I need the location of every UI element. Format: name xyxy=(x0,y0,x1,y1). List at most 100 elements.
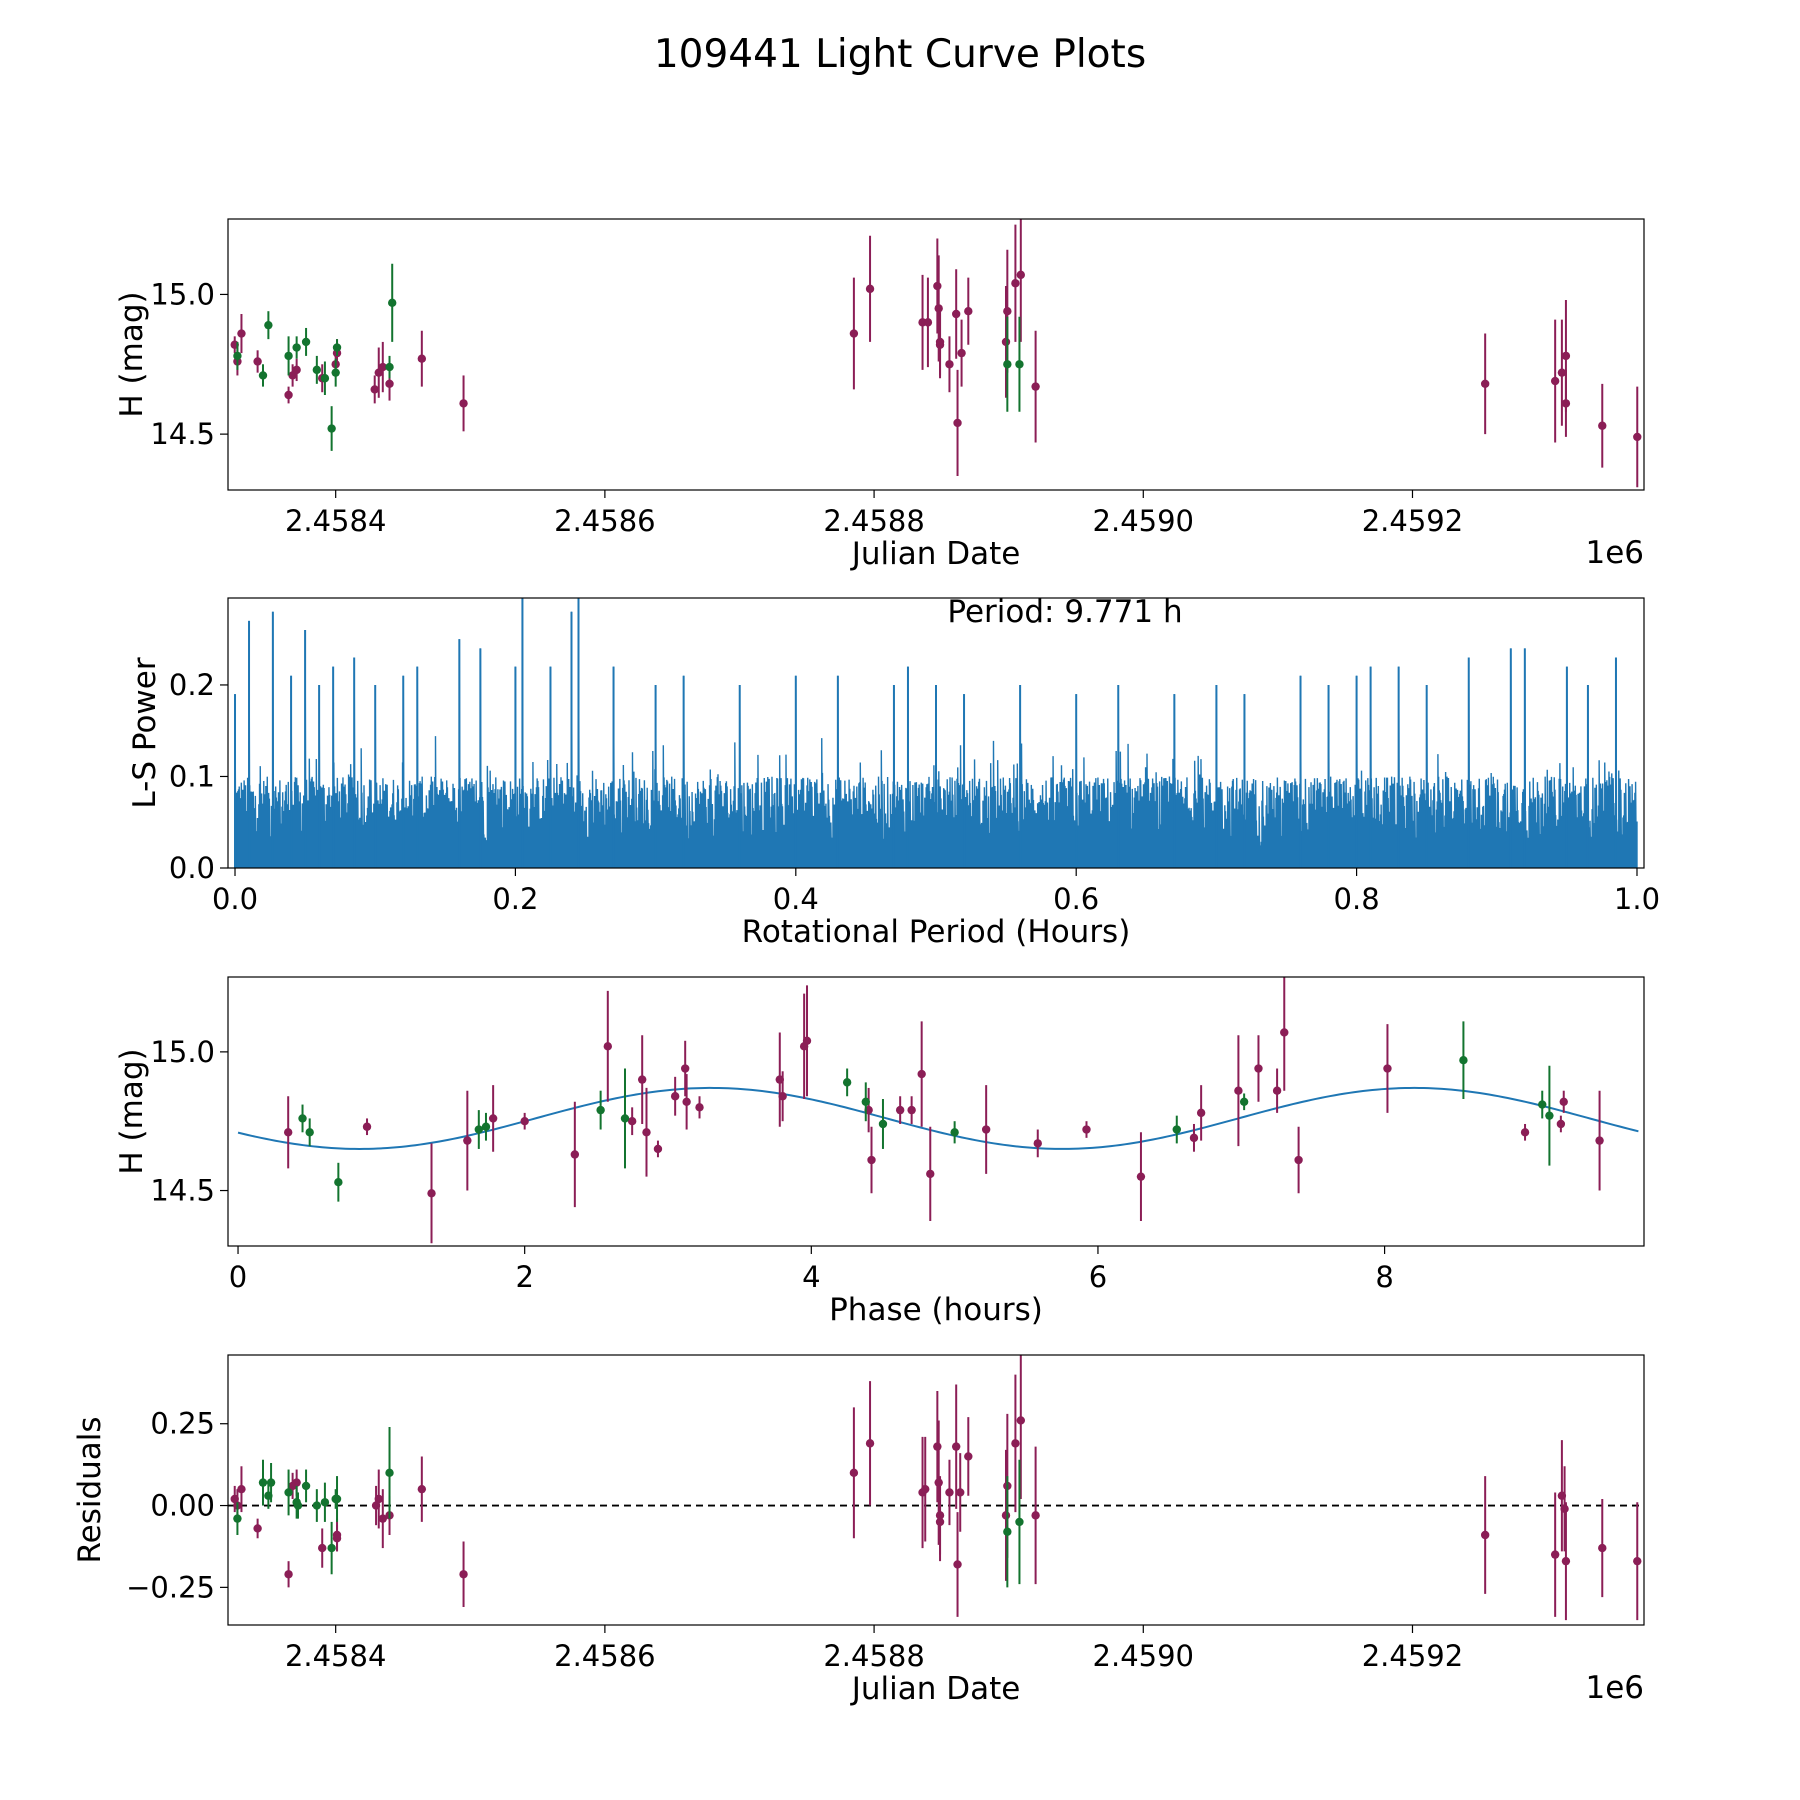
data-point xyxy=(1272,1086,1282,1095)
x-tick-label: 8 xyxy=(1375,1260,1393,1294)
x-tick-label: 0.6 xyxy=(1053,882,1099,916)
data-point xyxy=(1015,360,1024,369)
data-point xyxy=(953,1560,962,1569)
x-tick-label: 2.4584 xyxy=(285,504,386,538)
fit-curve xyxy=(237,1086,1639,1150)
x-tick-label: 2.4584 xyxy=(285,1639,386,1673)
data-point xyxy=(695,1103,704,1112)
data-point xyxy=(284,1570,293,1579)
y-tick-label: −0.25 xyxy=(126,1570,215,1604)
data-point xyxy=(417,1484,427,1494)
data-point xyxy=(934,304,943,313)
x-axis-label: Rotational Period (Hours) xyxy=(742,914,1131,950)
data-point xyxy=(680,1064,690,1073)
x-tick-label: 2.4590 xyxy=(1093,504,1194,538)
data-point xyxy=(1254,1064,1263,1073)
data-layer xyxy=(230,219,1642,488)
data-point xyxy=(318,1543,327,1553)
y-tick-label: 0.0 xyxy=(169,851,215,885)
data-point xyxy=(1550,1550,1560,1559)
y-tick-label: 0.2 xyxy=(169,668,215,702)
data-point xyxy=(1560,1504,1569,1514)
data-point xyxy=(849,329,859,338)
data-point xyxy=(459,399,468,408)
data-point xyxy=(865,284,875,294)
data-point xyxy=(1011,279,1020,288)
data-point xyxy=(253,357,262,366)
x-tick-label: 0.4 xyxy=(773,882,819,916)
data-point xyxy=(1557,368,1567,377)
data-point xyxy=(385,362,394,372)
light-curve-panel: 2.4584 2.4586 2.4588 2.4590 2.4592 14.5 15.0 Ju… xyxy=(114,218,1645,572)
data-point xyxy=(301,1481,311,1491)
x-tick-label: 6 xyxy=(1089,1260,1107,1294)
data-point xyxy=(312,365,322,375)
data-point xyxy=(331,368,340,377)
y-tick-label: 15.0 xyxy=(150,1035,215,1069)
data-point xyxy=(301,337,311,347)
data-point xyxy=(283,1128,293,1137)
data-point xyxy=(1033,1139,1042,1148)
periodogram-panel: 0.0 0.2 0.4 0.6 0.8 1.0 0.0 0.1 0.2 Rotational Pe… xyxy=(127,594,1660,950)
data-point xyxy=(670,1092,680,1101)
x-tick-label: 2.4588 xyxy=(823,504,924,538)
data-point xyxy=(1556,1119,1566,1129)
y-axis-label: Residuals xyxy=(72,1416,108,1563)
data-point xyxy=(1561,351,1571,361)
data-point xyxy=(1136,1172,1146,1181)
data-point xyxy=(1082,1125,1091,1134)
data-point xyxy=(1172,1125,1181,1134)
data-point xyxy=(1633,1556,1642,1566)
data-point xyxy=(1016,270,1025,280)
x-tick-label: 0 xyxy=(229,1260,247,1294)
data-point xyxy=(481,1122,491,1131)
data-point xyxy=(865,1439,875,1448)
data-point xyxy=(463,1136,472,1145)
data-point xyxy=(907,1105,916,1115)
data-point xyxy=(237,1484,246,1494)
data-point xyxy=(950,1128,959,1137)
data-point xyxy=(284,1488,293,1497)
data-point xyxy=(1520,1128,1530,1137)
data-point xyxy=(327,424,336,433)
x-axis-label: Phase (hours) xyxy=(829,1292,1043,1328)
data-point xyxy=(1189,1133,1199,1143)
data-point xyxy=(327,1543,336,1553)
data-point xyxy=(603,1042,612,1051)
data-point xyxy=(1633,432,1642,442)
data-point xyxy=(861,1097,870,1106)
data-point xyxy=(842,1078,852,1087)
data-point xyxy=(951,309,961,319)
data-point xyxy=(933,281,942,291)
data-point xyxy=(1001,1511,1011,1520)
y-tick-label: 0.25 xyxy=(150,1407,215,1441)
data-point xyxy=(1003,360,1012,369)
data-point xyxy=(474,1125,484,1134)
data-point xyxy=(956,1488,965,1497)
data-point xyxy=(620,1114,630,1123)
axes-frame xyxy=(227,597,1645,869)
x-tick-label: 2.4588 xyxy=(823,1639,924,1673)
y-axis-label: H (mag) xyxy=(114,1048,150,1174)
data-point xyxy=(320,1498,330,1507)
axes-frame xyxy=(227,976,1645,1247)
data-point xyxy=(1480,1530,1490,1540)
data-point xyxy=(233,1514,242,1523)
data-point xyxy=(293,1501,303,1510)
data-point xyxy=(258,371,268,380)
data-point xyxy=(981,1125,991,1134)
data-point xyxy=(1011,1439,1020,1448)
data-point xyxy=(385,1468,394,1478)
figure-title: 109441 Light Curve Plots xyxy=(654,32,1146,77)
data-point xyxy=(1234,1086,1243,1095)
x-tick-label: 2 xyxy=(515,1260,533,1294)
x-axis-label: Julian Date xyxy=(850,536,1021,572)
y-tick-label: 15.0 xyxy=(150,277,215,311)
data-point xyxy=(378,1514,387,1523)
data-point xyxy=(935,1511,945,1520)
y-axis-label: H (mag) xyxy=(114,291,150,417)
data-point xyxy=(1031,1511,1040,1520)
x-offset-label: 1e6 xyxy=(1585,535,1644,571)
data-point xyxy=(1595,1136,1604,1145)
data-point xyxy=(1003,1527,1012,1536)
